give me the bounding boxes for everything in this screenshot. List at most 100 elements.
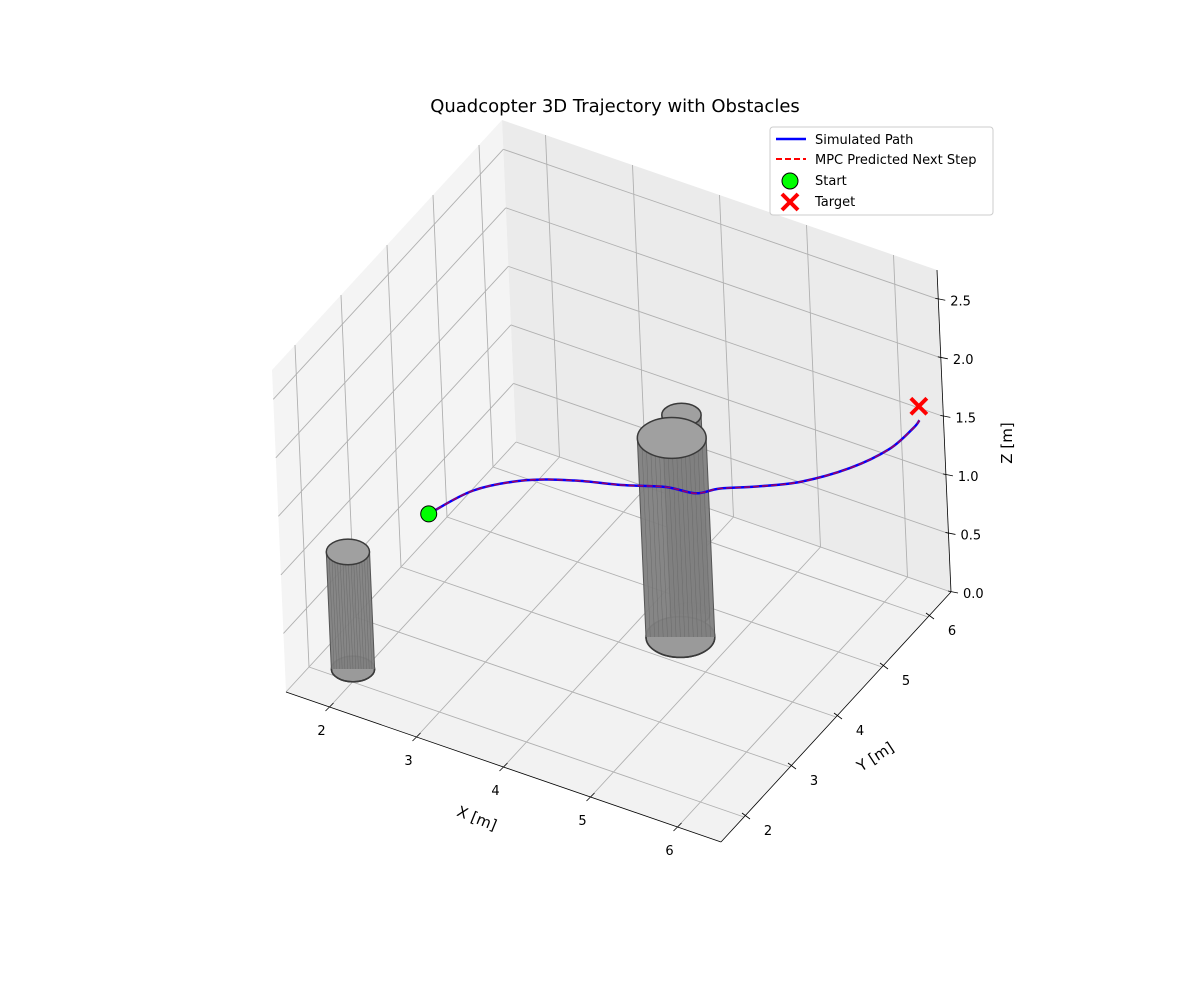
grid-y-left	[478, 144, 494, 468]
z-tick-label: 0.0	[963, 587, 984, 602]
y-tick-mark	[787, 762, 797, 770]
y-tick-mark	[833, 712, 843, 720]
grid-z-back	[505, 207, 941, 359]
z-tick-mark	[937, 356, 948, 360]
obstacle-3	[636, 416, 716, 659]
legend-label-mpc: MPC Predicted Next Step	[815, 153, 976, 168]
obstacle-side-edge	[705, 437, 716, 638]
obstacle-edge-line	[641, 437, 651, 638]
z-tick-label: 2.5	[950, 294, 971, 309]
z-axis-line	[936, 269, 952, 593]
grid-z-left	[278, 266, 509, 517]
obstacle-edge-line	[334, 551, 340, 670]
z-tick-mark	[942, 473, 953, 477]
grid-y-left	[294, 344, 310, 668]
grid-z-back	[503, 148, 939, 300]
obstacle-edge-line	[680, 437, 690, 638]
obstacle-edge-line	[671, 437, 681, 638]
obstacle-edge-line	[701, 437, 711, 638]
obstacle-edge-line	[355, 551, 362, 670]
legend-swatch-start	[781, 172, 799, 190]
legend-label-target: Target	[814, 195, 855, 210]
obstacle-edge-line	[675, 437, 685, 638]
z-axis-label: Z [m]	[998, 422, 1016, 463]
grid-z-back	[513, 383, 949, 534]
grid-z-left	[280, 324, 512, 576]
y-tick-label: 2	[764, 824, 772, 839]
obstacle-edge-line	[688, 437, 698, 638]
z-tick-label: 2.0	[953, 353, 974, 368]
x-tick-label: 3	[404, 754, 412, 769]
legend-label-simulated-path: Simulated Path	[815, 133, 913, 148]
z-tick-mark	[945, 532, 956, 535]
grid-y-floor	[354, 616, 791, 768]
z-tick-label: 0.5	[960, 528, 981, 543]
x-tick-mark	[499, 762, 508, 772]
obstacle-edge-line	[693, 437, 703, 638]
obstacle-edge-line	[697, 437, 707, 638]
grid-z-back	[510, 324, 947, 476]
y-tick-mark	[925, 612, 935, 620]
obstacle-edge-line	[344, 551, 351, 670]
obstacle-edge-line	[366, 551, 373, 670]
grid-z-left	[285, 441, 517, 693]
y-tick-label: 5	[902, 674, 910, 689]
y-axis-label: Y [m]	[853, 738, 897, 776]
grid-y-floor	[400, 566, 837, 718]
obstacle-edge-line	[667, 437, 677, 638]
obstacle-top-cap	[636, 416, 707, 460]
obstacle-edge-line	[649, 437, 660, 638]
z-tick-label: 1.0	[958, 470, 979, 485]
grid-x-back	[545, 134, 560, 458]
obstacle-edge-line	[358, 551, 365, 670]
y-tick-label: 6	[948, 624, 956, 639]
obstacle-edge-line	[361, 551, 367, 670]
obstacle-bottom-front-edge	[645, 636, 716, 658]
obstacle-side-edge	[325, 551, 332, 670]
grid-z-back	[508, 265, 944, 417]
target-x-stroke	[909, 396, 929, 416]
axis-panes	[272, 120, 951, 842]
obstacle-edge-line	[347, 551, 354, 670]
grid-x-back	[719, 194, 734, 518]
x-tick-label: 6	[665, 844, 673, 859]
x-tick-mark	[586, 792, 595, 802]
grid-y-floor	[308, 666, 745, 818]
x-tick-mark	[325, 702, 334, 712]
chart-title: Quadcopter 3D Trajectory with Obstacles	[430, 96, 800, 117]
y-tick-mark	[741, 812, 751, 820]
legend-label-start: Start	[815, 174, 847, 189]
obstacle-edge-line	[658, 437, 668, 638]
x-tick-mark	[412, 732, 421, 742]
mpc-predicted-path-line	[428, 419, 921, 515]
y-tick-mark	[879, 662, 889, 670]
x-tick-label: 2	[317, 724, 325, 739]
grid-x-back	[893, 254, 908, 578]
obstacle-edge-line	[645, 437, 655, 638]
grid-y-left	[432, 194, 448, 518]
z-tick-label: 1.5	[955, 411, 976, 426]
legend: Simulated Path MPC Predicted Next Step S…	[769, 126, 994, 216]
y-axis-line	[720, 591, 952, 843]
tick-labels: 2 3 4 5 6 2 3 4 5 6 0.0 0.5 1.0 1.5 2.0 2.5	[317, 294, 983, 859]
obstacle-edge-line	[363, 551, 370, 670]
obstacle-edge-line	[339, 551, 346, 670]
y-tick-label: 4	[856, 724, 864, 739]
obstacle-edge-line	[342, 551, 348, 670]
obstacle-edge-line	[331, 551, 338, 670]
target-marker	[909, 396, 929, 416]
obstacle-edge-line	[353, 551, 359, 670]
x-axis-label: X [m]	[454, 802, 499, 834]
grid-z-left	[283, 383, 514, 634]
x-tick-mark	[673, 822, 682, 832]
z-tick-mark	[947, 590, 959, 594]
obstacle-top-cap	[325, 538, 371, 566]
obstacle-edge-line	[654, 437, 664, 638]
legend-swatch-target	[780, 192, 800, 212]
obstacle-side-edge	[369, 551, 376, 670]
obstacle-bottom-front-edge	[330, 668, 376, 683]
grid-z-left	[275, 207, 507, 459]
markers	[420, 396, 929, 523]
z-tick-mark	[935, 297, 946, 301]
